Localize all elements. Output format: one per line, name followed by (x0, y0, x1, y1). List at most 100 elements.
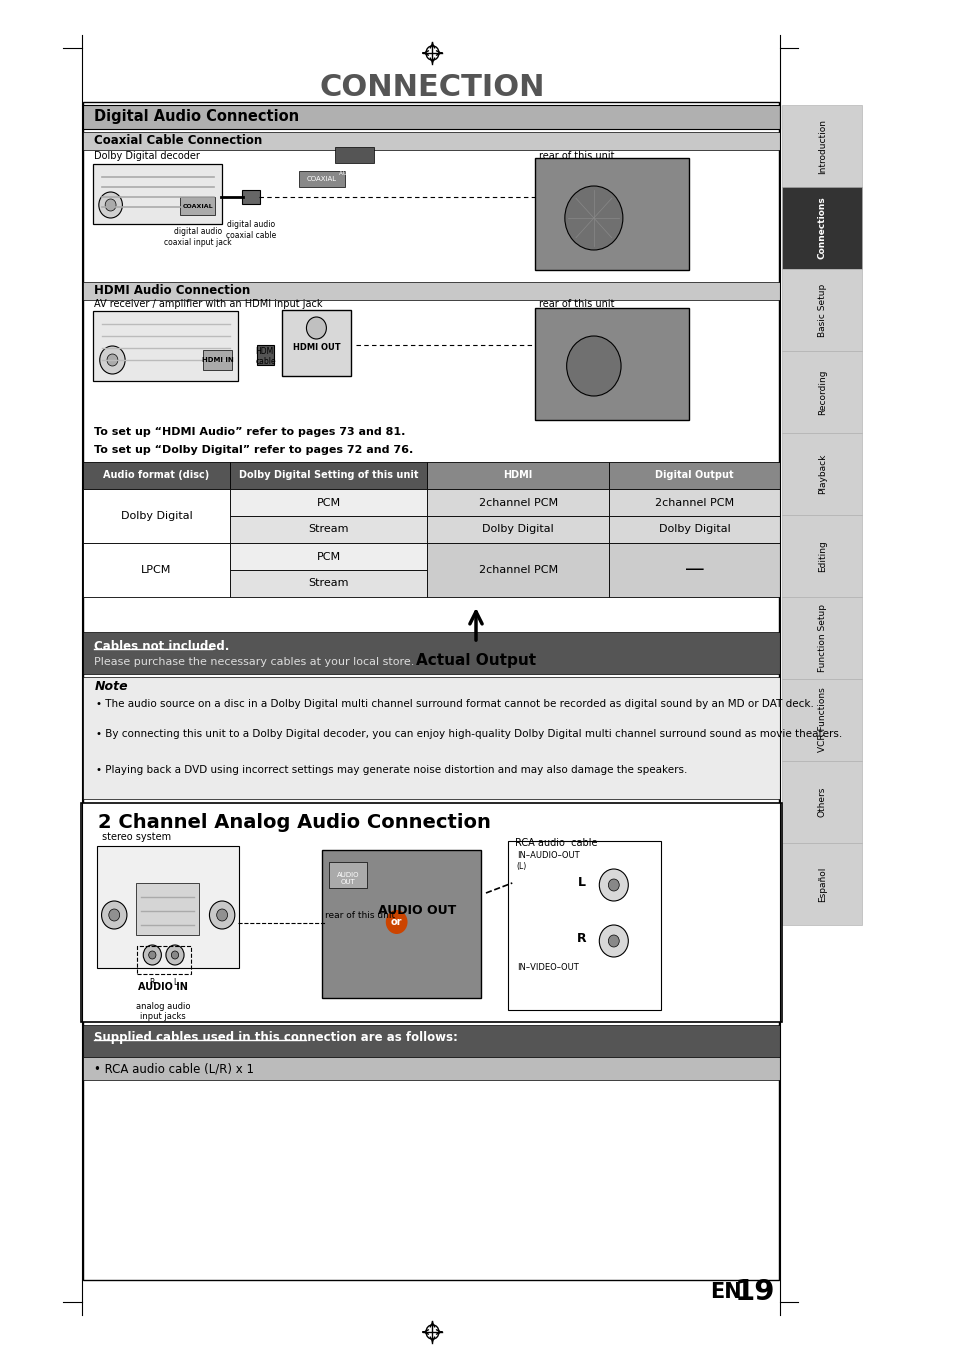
Text: analog audio
input jacks: analog audio input jacks (136, 1002, 191, 1022)
Bar (230, 543, 427, 570)
Text: digital audio
coaxial cable: digital audio coaxial cable (226, 220, 276, 240)
Bar (427, 462, 609, 489)
Text: rear of this unit: rear of this unit (324, 910, 395, 919)
Bar (781, 514, 862, 597)
Circle shape (210, 900, 234, 929)
Bar (781, 761, 862, 842)
Text: Supplied cables used in this connection are as follows:: Supplied cables used in this connection … (94, 1031, 457, 1045)
Text: 2channel PCM: 2channel PCM (478, 566, 558, 575)
Text: (L): (L) (517, 861, 526, 871)
Text: Dolby Digital Setting of this unit: Dolby Digital Setting of this unit (238, 471, 418, 481)
Circle shape (143, 945, 161, 965)
Text: —: — (684, 560, 703, 579)
Text: R: R (150, 977, 154, 987)
Circle shape (109, 909, 119, 921)
Text: Stream: Stream (308, 579, 349, 589)
Bar (609, 516, 779, 543)
FancyBboxPatch shape (257, 346, 274, 365)
Text: Please purchase the necessary cables at your local store.: Please purchase the necessary cables at … (94, 657, 415, 667)
Text: AUDIO OUT: AUDIO OUT (378, 903, 456, 917)
Text: Dolby Digital decoder: Dolby Digital decoder (94, 151, 200, 161)
Text: or: or (391, 917, 402, 927)
Bar (329, 863, 367, 888)
Text: Editing: Editing (817, 540, 826, 572)
Text: 19: 19 (734, 1278, 775, 1305)
Bar (82, 632, 779, 674)
Bar (82, 282, 779, 300)
Circle shape (608, 879, 618, 891)
Text: Audio format (disc): Audio format (disc) (103, 471, 210, 481)
Circle shape (564, 186, 622, 250)
Text: PCM: PCM (316, 552, 340, 562)
Bar (427, 489, 609, 516)
Text: COAXIAL: COAXIAL (182, 204, 213, 208)
Text: Connections: Connections (817, 197, 826, 259)
Bar (82, 462, 230, 489)
Text: IN–VIDEO–OUT: IN–VIDEO–OUT (517, 964, 578, 972)
Bar (781, 351, 862, 433)
Text: • RCA audio cable (L/R) x 1: • RCA audio cable (L/R) x 1 (94, 1062, 254, 1076)
Circle shape (216, 909, 228, 921)
Bar (82, 1057, 779, 1080)
FancyBboxPatch shape (81, 803, 781, 1022)
Bar (82, 1025, 779, 1057)
Text: RCA audio  cable: RCA audio cable (515, 838, 597, 848)
Bar (609, 489, 779, 516)
Text: To set up “Dolby Digital” refer to pages 72 and 76.: To set up “Dolby Digital” refer to pages… (94, 446, 413, 455)
Text: Note: Note (94, 680, 128, 694)
Bar (609, 543, 779, 597)
Text: Basic Setup: Basic Setup (817, 284, 826, 336)
Text: stereo system: stereo system (101, 832, 171, 842)
Text: COAXIAL: COAXIAL (307, 176, 336, 182)
Bar (82, 489, 230, 543)
Text: VCR Functions: VCR Functions (817, 687, 826, 752)
Text: AUDIO IN: AUDIO IN (138, 981, 188, 992)
Text: DIGITAL
AUDIO OUT: DIGITAL AUDIO OUT (338, 166, 370, 177)
Circle shape (105, 198, 116, 211)
Text: • By connecting this unit to a Dolby Digital decoder, you can enjoy high-quality: • By connecting this unit to a Dolby Dig… (96, 729, 841, 738)
Text: Playback: Playback (817, 454, 826, 494)
Bar (299, 171, 344, 188)
Text: • The audio source on a disc in a Dolby Digital multi channel surround format ca: • The audio source on a disc in a Dolby … (96, 699, 813, 709)
Text: AUDIO
OUT: AUDIO OUT (336, 872, 359, 884)
Circle shape (99, 192, 122, 217)
Text: Coaxial Cable Connection: Coaxial Cable Connection (94, 135, 262, 147)
Circle shape (149, 950, 155, 958)
Text: HDMI: HDMI (503, 471, 532, 481)
Text: CONNECTION: CONNECTION (319, 73, 545, 103)
Text: Dolby Digital: Dolby Digital (658, 525, 730, 535)
Text: Digital Audio Connection: Digital Audio Connection (94, 109, 299, 124)
Text: Dolby Digital: Dolby Digital (482, 525, 554, 535)
Bar (781, 269, 862, 351)
FancyBboxPatch shape (93, 163, 222, 224)
Bar (535, 158, 688, 270)
Bar (203, 350, 232, 370)
Bar (321, 850, 480, 998)
Circle shape (101, 900, 127, 929)
Bar (82, 676, 779, 799)
Bar (230, 462, 427, 489)
Circle shape (172, 950, 178, 958)
Bar (230, 516, 427, 543)
Text: rear of this unit: rear of this unit (538, 151, 615, 161)
Text: Stream: Stream (308, 525, 349, 535)
Bar (82, 103, 778, 1280)
Circle shape (306, 317, 326, 339)
Text: HDMI IN: HDMI IN (201, 356, 233, 363)
Bar (82, 132, 779, 150)
FancyBboxPatch shape (93, 310, 238, 381)
Bar (427, 543, 609, 597)
Text: Recording: Recording (817, 370, 826, 414)
Circle shape (566, 336, 620, 396)
Text: Dolby Digital: Dolby Digital (120, 512, 193, 521)
Circle shape (107, 354, 118, 366)
Text: rear of this unit: rear of this unit (538, 298, 615, 309)
Bar (230, 570, 427, 597)
Text: Function Setup: Function Setup (817, 603, 826, 672)
Circle shape (608, 936, 618, 946)
Text: 2channel PCM: 2channel PCM (478, 498, 558, 508)
Bar (781, 188, 862, 269)
Circle shape (166, 945, 184, 965)
FancyBboxPatch shape (97, 846, 239, 968)
Circle shape (385, 910, 407, 934)
